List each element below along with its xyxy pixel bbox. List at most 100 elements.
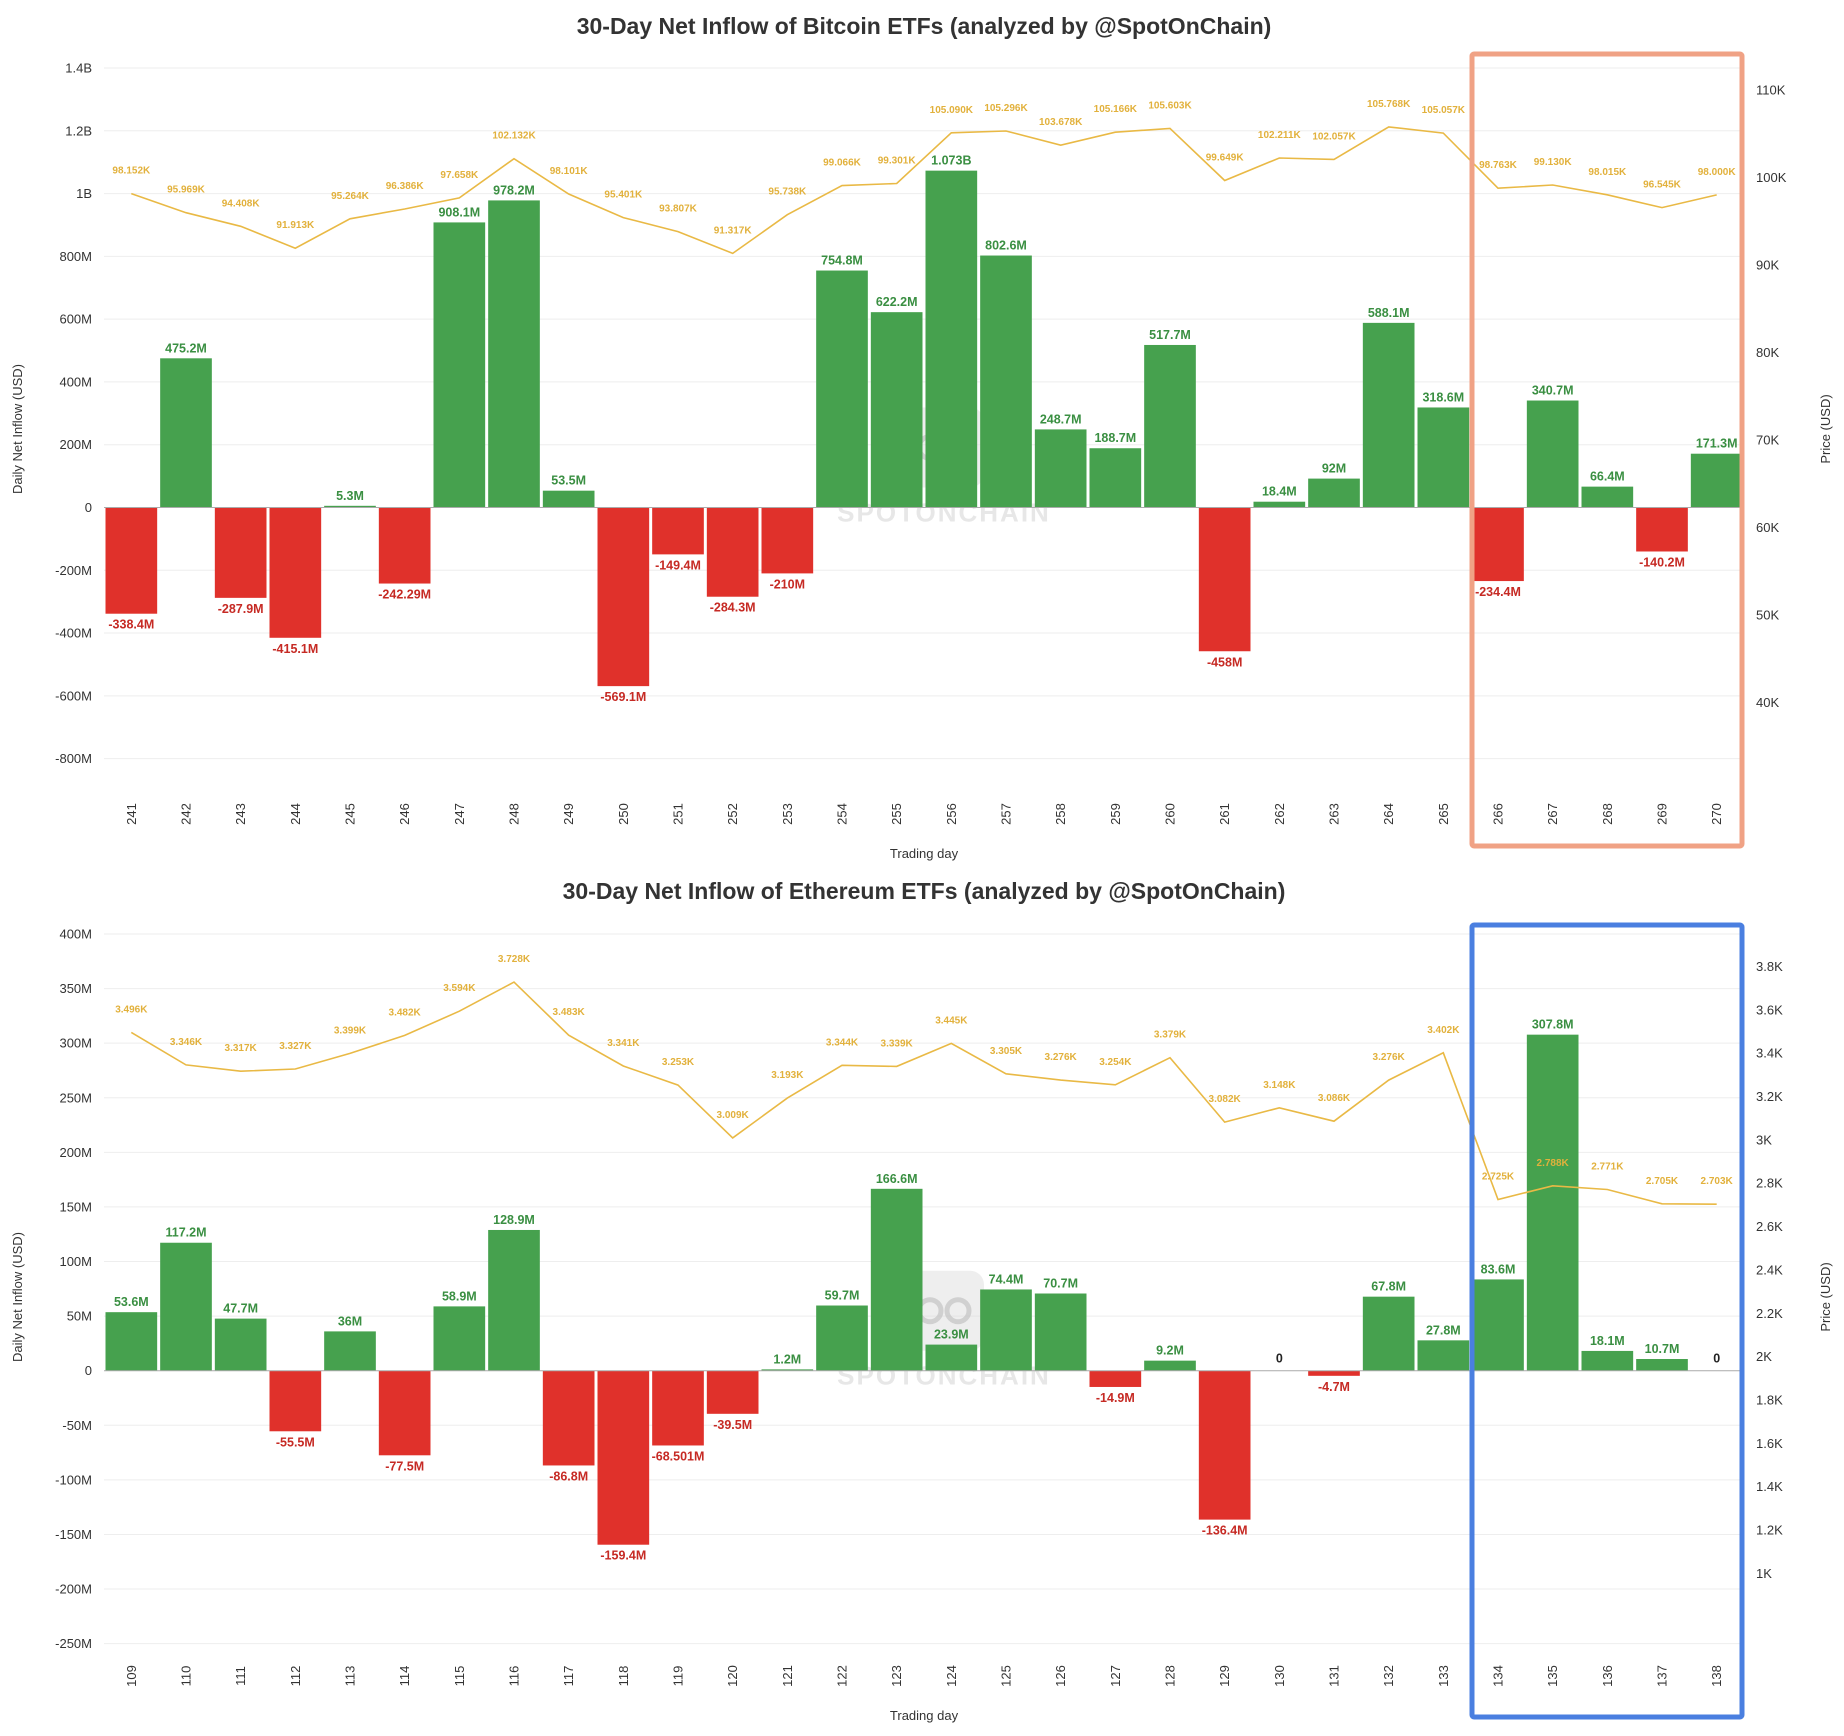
- price-value-label: 3.009K: [717, 1110, 750, 1121]
- bar-value-label: 1.2M: [773, 1352, 801, 1366]
- price-value-label: 96.545K: [1643, 180, 1682, 191]
- bar-value-label: 171.3M: [1696, 437, 1738, 451]
- bar: [1526, 1034, 1579, 1371]
- x-axis-title: Trading day: [890, 846, 959, 861]
- y-tick-label: -100M: [55, 1472, 92, 1487]
- x-tick-label: 246: [397, 803, 412, 825]
- price-value-label: 3.148K: [1263, 1080, 1296, 1091]
- bar-value-label: 59.7M: [825, 1289, 860, 1303]
- y-tick-label: 50M: [67, 1309, 92, 1324]
- bar-value-label: -284.3M: [710, 601, 756, 615]
- y-tick-label: 250M: [59, 1090, 92, 1105]
- x-tick-label: 258: [1053, 803, 1068, 825]
- y2-tick-label: 60K: [1756, 520, 1779, 535]
- bar-value-label: 128.9M: [493, 1213, 535, 1227]
- x-tick-label: 245: [343, 803, 358, 825]
- price-value-label: 2.771K: [1591, 1162, 1624, 1173]
- bar: [324, 1331, 376, 1371]
- bar: [1581, 1350, 1634, 1371]
- y-tick-label: 400M: [59, 374, 92, 389]
- bar-value-label: -569.1M: [600, 690, 646, 704]
- x-tick-label: 126: [1053, 1665, 1068, 1687]
- y2-tick-label: 2.6K: [1756, 1219, 1783, 1234]
- x-tick-label: 127: [1108, 1665, 1123, 1687]
- x-tick-label: 269: [1655, 803, 1670, 825]
- x-tick-label: 110: [179, 1666, 194, 1687]
- y2-axis-title: Price (USD): [1818, 394, 1833, 463]
- y2-tick-label: 2.2K: [1756, 1306, 1783, 1321]
- bar-value-label: 47.7M: [223, 1302, 258, 1316]
- bar-value-label: 70.7M: [1043, 1277, 1078, 1291]
- y2-tick-label: 1.4K: [1756, 1479, 1783, 1494]
- highlight-box: [1469, 922, 1745, 1720]
- price-value-label: 91.913K: [276, 220, 315, 231]
- y2-tick-label: 90K: [1756, 257, 1779, 272]
- price-value-label: 3.305K: [990, 1046, 1023, 1057]
- bar-value-label: -242.29M: [378, 588, 431, 602]
- y2-tick-label: 3.8K: [1756, 959, 1783, 974]
- y2-tick-label: 2K: [1756, 1349, 1772, 1364]
- price-value-label: 3.341K: [607, 1038, 640, 1049]
- price-value-label: 3.276K: [1045, 1052, 1078, 1063]
- y2-tick-label: 3K: [1756, 1132, 1772, 1147]
- price-value-label: 99.066K: [823, 158, 862, 169]
- bar: [269, 507, 322, 638]
- bar: [160, 1242, 212, 1371]
- x-tick-label: 253: [780, 803, 795, 825]
- x-tick-label: 137: [1655, 1665, 1670, 1687]
- price-value-label: 102.057K: [1312, 131, 1356, 142]
- bar: [1472, 1279, 1524, 1371]
- bar: [1308, 478, 1360, 508]
- x-tick-label: 263: [1327, 803, 1342, 825]
- price-value-label: 98.101K: [550, 166, 589, 177]
- price-value-label: 3.254K: [1099, 1057, 1132, 1068]
- bar-value-label: -55.5M: [276, 1435, 315, 1449]
- bar: [1362, 322, 1415, 508]
- y2-tick-label: 110K: [1756, 82, 1786, 97]
- bar: [488, 1229, 540, 1371]
- price-value-label: 2.788K: [1537, 1158, 1570, 1169]
- price-value-label: 3.082K: [1209, 1094, 1242, 1105]
- bar: [980, 255, 1032, 508]
- x-tick-label: 259: [1108, 803, 1123, 825]
- x-tick-label: 122: [835, 1665, 850, 1687]
- bar-value-label: -415.1M: [272, 642, 318, 656]
- x-tick-label: 121: [780, 1665, 795, 1687]
- bar-value-label: -159.4M: [600, 1549, 646, 1563]
- price-value-label: 95.264K: [331, 191, 370, 202]
- bar: [1034, 429, 1087, 508]
- price-value-label: 3.327K: [279, 1041, 312, 1052]
- x-tick-label: 134: [1491, 1665, 1506, 1687]
- y-tick-label: 1.4B: [65, 61, 92, 76]
- x-tick-label: 266: [1491, 803, 1506, 825]
- bar: [597, 1370, 650, 1545]
- bar-value-label: 908.1M: [438, 205, 480, 219]
- bar: [378, 1370, 431, 1456]
- x-tick-label: 255: [889, 803, 904, 825]
- price-value-label: 3.346K: [170, 1037, 203, 1048]
- bar-value-label: -234.4M: [1475, 585, 1521, 599]
- x-tick-label: 260: [1163, 803, 1178, 825]
- y-tick-label: 0: [85, 1363, 92, 1378]
- x-tick-label: 244: [288, 803, 303, 825]
- price-value-label: 93.807K: [659, 204, 698, 215]
- y-tick-label: 400M: [59, 927, 92, 942]
- y-tick-label: -600M: [55, 688, 92, 703]
- x-tick-label: 119: [671, 1666, 686, 1687]
- bar-value-label: -210M: [770, 577, 805, 591]
- bar-value-label: 58.9M: [442, 1289, 477, 1303]
- bar-value-label: 248.7M: [1040, 412, 1082, 426]
- bar: [214, 1318, 267, 1371]
- price-value-label: 2.703K: [1701, 1176, 1734, 1187]
- highlight-box: [1469, 51, 1745, 849]
- bar-value-label: 622.2M: [876, 295, 918, 309]
- bar-value-label: 117.2M: [165, 1226, 206, 1240]
- bar-value-label: -458M: [1207, 655, 1242, 669]
- x-tick-label: 125: [999, 1665, 1014, 1687]
- x-tick-label: 267: [1545, 803, 1560, 825]
- price-value-label: 94.408K: [222, 198, 261, 209]
- bar: [1690, 453, 1743, 508]
- y-tick-label: 800M: [59, 249, 92, 264]
- bar: [488, 200, 540, 508]
- price-value-label: 103.678K: [1039, 117, 1083, 128]
